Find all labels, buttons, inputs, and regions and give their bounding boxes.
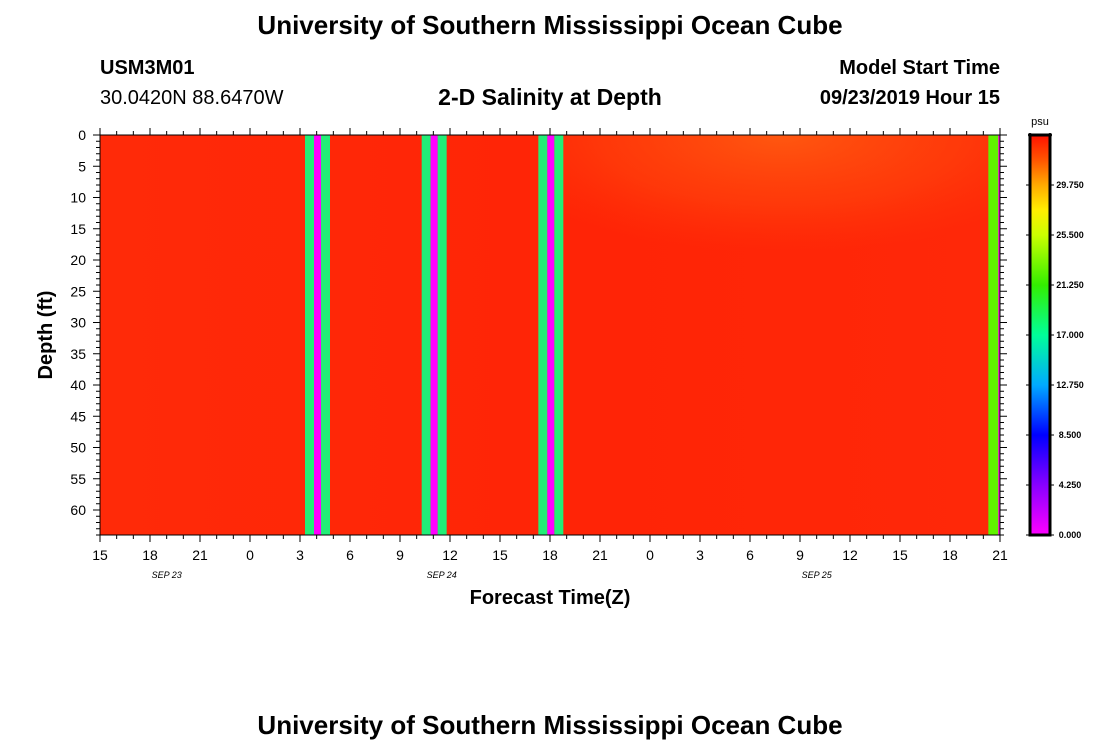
band-stripe — [314, 135, 321, 535]
station-id: USM3M01 — [100, 57, 195, 79]
page-title-bottom: University of Southern Mississippi Ocean… — [257, 710, 843, 740]
colorbar-tick-label: 0.000 — [1059, 530, 1082, 540]
band-stripe — [305, 135, 314, 535]
colorbar-tick-label: 4.250 — [1059, 480, 1082, 490]
band-stripe — [430, 135, 438, 535]
x-tick-label: 18 — [142, 547, 158, 563]
y-tick-label: 60 — [70, 502, 86, 518]
station-location: 30.0420N 88.6470W — [100, 87, 284, 109]
y-tick-label: 50 — [70, 440, 86, 456]
edge-band-missing — [998, 135, 1000, 535]
colorbar — [1028, 133, 1052, 537]
colorbar-corner — [1048, 133, 1052, 137]
x-tick-label: 9 — [396, 547, 404, 563]
page-title-top: University of Southern Mississippi Ocean… — [257, 10, 843, 40]
colorbar-tick-label: 8.500 — [1059, 430, 1082, 440]
x-tick-label: 6 — [346, 547, 354, 563]
x-tick-label: 21 — [992, 547, 1008, 563]
x-axis-label: Forecast Time(Z) — [470, 587, 631, 609]
x-tick-label: 12 — [842, 547, 858, 563]
x-tick-label: 15 — [92, 547, 108, 563]
y-tick-label: 0 — [78, 127, 86, 143]
colorbar-tick-label: 17.000 — [1056, 330, 1084, 340]
band-stripe — [547, 135, 555, 535]
y-tick-label: 10 — [70, 190, 86, 206]
y-tick-label: 15 — [70, 221, 86, 237]
model-start-label: Model Start Time — [839, 57, 1000, 79]
colorbar-tick-label: 12.750 — [1056, 380, 1084, 390]
date-label: SEP 25 — [802, 570, 833, 580]
x-tick-label: 18 — [942, 547, 958, 563]
band-stripe — [421, 135, 431, 535]
plot-title: 2-D Salinity at Depth — [438, 84, 662, 110]
date-label: SEP 23 — [152, 570, 182, 580]
y-tick-label: 20 — [70, 252, 86, 268]
y-tick-label: 25 — [70, 283, 86, 299]
x-tick-label: 3 — [696, 547, 704, 563]
colorbar-tick-label: 29.750 — [1056, 180, 1084, 190]
x-tick-label: 9 — [796, 547, 804, 563]
y-tick-label: 55 — [70, 471, 86, 487]
y-tick-label: 30 — [70, 315, 86, 331]
y-tick-label: 35 — [70, 346, 86, 362]
edge-band — [988, 135, 999, 535]
colorbar-unit: psu — [1031, 116, 1049, 128]
y-tick-label: 40 — [70, 377, 86, 393]
x-tick-label: 0 — [246, 547, 254, 563]
colorbar-tick-label: 25.500 — [1056, 230, 1084, 240]
band-stripe — [321, 135, 330, 535]
band-stripe — [437, 135, 447, 535]
x-tick-label: 6 — [746, 547, 754, 563]
missing-data-band — [538, 135, 564, 535]
colorbar-tick-label: 21.250 — [1056, 280, 1084, 290]
x-tick-label: 15 — [892, 547, 908, 563]
x-tick-label: 3 — [296, 547, 304, 563]
colorbar-corner — [1028, 133, 1032, 137]
x-tick-label: 12 — [442, 547, 458, 563]
band-stripe — [538, 135, 548, 535]
y-tick-label: 45 — [70, 408, 86, 424]
missing-data-band — [421, 135, 447, 535]
y-axis-label: Depth (ft) — [35, 291, 57, 380]
x-tick-label: 15 — [492, 547, 508, 563]
date-label: SEP 24 — [427, 570, 457, 580]
surface-fresh-layer — [563, 135, 1000, 303]
model-start-time: 09/23/2019 Hour 15 — [819, 87, 1000, 109]
x-tick-label: 18 — [542, 547, 558, 563]
y-tick-label: 5 — [78, 158, 86, 174]
missing-data-band — [305, 135, 330, 535]
x-tick-label: 21 — [592, 547, 608, 563]
band-stripe — [554, 135, 564, 535]
x-tick-label: 21 — [192, 547, 208, 563]
x-tick-label: 0 — [646, 547, 654, 563]
